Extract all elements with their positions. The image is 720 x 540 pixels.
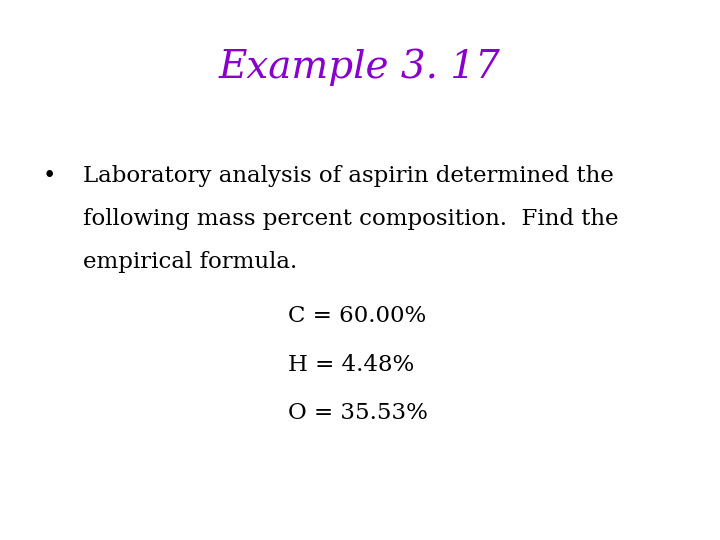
- Text: following mass percent composition.  Find the: following mass percent composition. Find…: [83, 208, 618, 230]
- Text: O = 35.53%: O = 35.53%: [288, 402, 428, 424]
- Text: H = 4.48%: H = 4.48%: [288, 354, 414, 376]
- Text: •: •: [42, 165, 55, 187]
- Text: C = 60.00%: C = 60.00%: [288, 305, 426, 327]
- Text: Laboratory analysis of aspirin determined the: Laboratory analysis of aspirin determine…: [83, 165, 613, 187]
- Text: empirical formula.: empirical formula.: [83, 251, 297, 273]
- Text: Example 3. 17: Example 3. 17: [219, 49, 501, 86]
